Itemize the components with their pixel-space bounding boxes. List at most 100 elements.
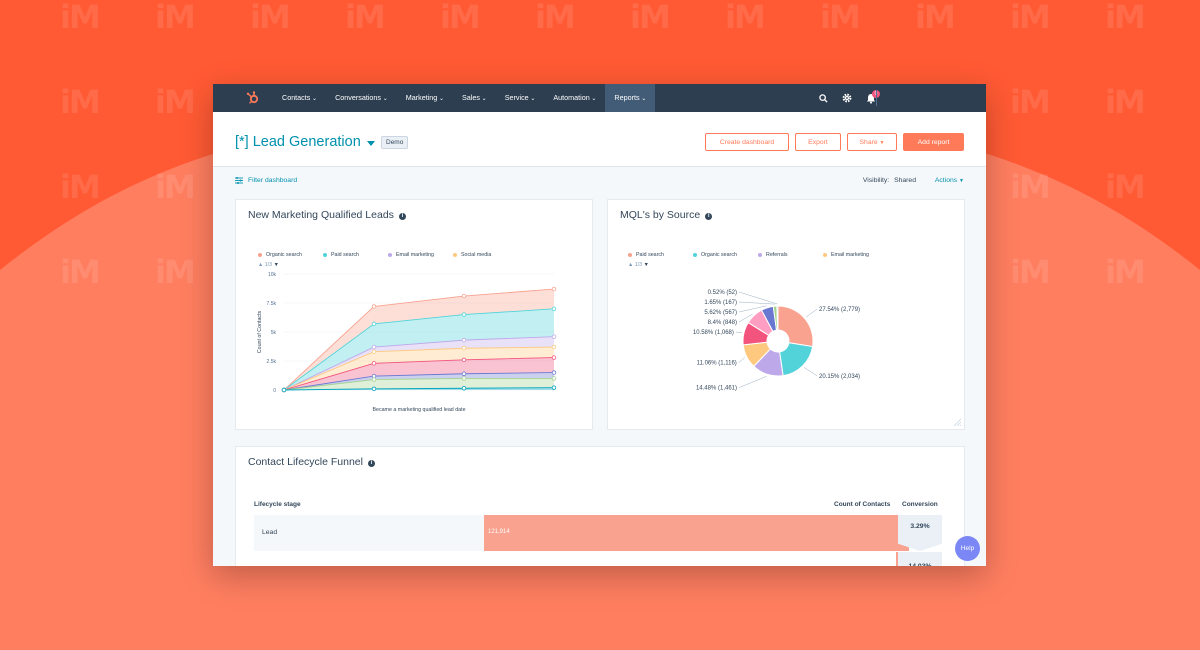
- share-button[interactable]: Share ▼: [847, 133, 897, 151]
- chevron-down-icon: ⌄: [479, 96, 487, 102]
- data-point: [281, 387, 287, 393]
- legend-item[interactable]: Organic search: [258, 252, 323, 258]
- data-point: [551, 355, 557, 360]
- funnel-row[interactable]: Lead 121,914: [254, 515, 909, 551]
- hubspot-logo-icon[interactable]: [246, 91, 260, 105]
- legend-item[interactable]: Email marketing: [388, 252, 453, 258]
- card-title: New Marketing Qualified Leads i: [248, 209, 406, 221]
- legend-label: Organic search: [701, 252, 737, 258]
- watermark-logo: iM: [1105, 0, 1146, 36]
- funnel-bar[interactable]: 121,914: [484, 515, 909, 551]
- watermark-logo: iM: [155, 83, 196, 121]
- legend-label: Referrals: [766, 252, 788, 258]
- watermark-logo: iM: [155, 168, 196, 206]
- dashboard-title[interactable]: [*] Lead Generation: [235, 134, 361, 150]
- help-button[interactable]: Help: [955, 536, 980, 561]
- legend-swatch: [628, 253, 632, 257]
- info-icon[interactable]: i: [367, 460, 375, 467]
- nav-item-service[interactable]: Service ⌄: [496, 84, 545, 112]
- area-band: [284, 347, 554, 390]
- nav-item-marketing[interactable]: Marketing ⌄: [397, 84, 453, 112]
- legend-item[interactable]: Referrals: [758, 252, 823, 258]
- leader-line: [738, 305, 767, 313]
- actions-label: Actions: [934, 177, 958, 184]
- watermark-logo: iM: [155, 0, 196, 36]
- pager-up-icon: ▲: [258, 262, 264, 268]
- data-point: [461, 346, 467, 351]
- info-icon[interactable]: i: [705, 213, 713, 220]
- count-label: 121,914: [488, 529, 510, 535]
- nav-item-contacts[interactable]: Contacts ⌄: [273, 84, 326, 112]
- legend-label: Organic search: [266, 252, 302, 258]
- y-tick-label: 2.5k: [267, 359, 277, 365]
- data-point: [461, 312, 467, 317]
- pie-slice[interactable]: [776, 305, 779, 331]
- legend-label: Social media: [461, 252, 492, 258]
- donut-chart: 27.54% (2,779) 20.15% (2,034) 0.52% (52) 1.…: [693, 290, 860, 392]
- share-button-label: Share: [859, 139, 878, 146]
- leader-line: [738, 357, 745, 363]
- legend-label: Email marketing: [396, 252, 434, 258]
- series-line: [283, 372, 555, 391]
- actions-dropdown[interactable]: Actions ▼: [935, 177, 964, 184]
- data-point: [461, 386, 467, 391]
- legend-item[interactable]: Paid search: [628, 252, 693, 258]
- watermark-logo: iM: [1010, 253, 1051, 291]
- legend-item[interactable]: Email marketing: [823, 252, 888, 258]
- area-band: [284, 357, 554, 390]
- slice-label: 14.48% (1,461): [696, 386, 737, 392]
- legend-pager[interactable]: ▲ 1/3 ▼: [628, 262, 649, 268]
- nav-item-automation[interactable]: Automation ⌄: [544, 84, 605, 112]
- watermark-logo: iM: [725, 0, 766, 36]
- funnel-row[interactable]: [254, 552, 909, 566]
- gear-icon[interactable]: [842, 93, 852, 103]
- nav-item-reports[interactable]: Reports ⌄: [605, 84, 656, 112]
- watermark-logo: iM: [1105, 168, 1146, 206]
- search-icon[interactable]: [819, 93, 828, 103]
- data-point: [371, 373, 377, 379]
- data-point: [371, 304, 377, 309]
- chevron-down-icon: ⌄: [310, 96, 318, 102]
- pie-slice[interactable]: [777, 305, 814, 348]
- nav-item-conversations[interactable]: Conversations ⌄: [326, 84, 397, 112]
- legend-item[interactable]: Social media: [453, 252, 518, 258]
- filter-dashboard-link[interactable]: Filter dashboard: [235, 177, 297, 184]
- legend-item[interactable]: Organic search: [693, 252, 758, 258]
- series-line: [283, 377, 554, 391]
- watermark-logo: iM: [1010, 83, 1051, 121]
- visibility-value: Shared: [894, 177, 916, 184]
- legend-pager[interactable]: ▲ 1/3 ▼: [258, 262, 279, 268]
- conversion-badge: 14.03%: [898, 552, 942, 566]
- nav-item-label: Sales: [462, 93, 480, 102]
- add-report-button[interactable]: Add report: [903, 133, 964, 151]
- nav-item-sales[interactable]: Sales ⌄: [453, 84, 496, 112]
- filter-icon: [235, 177, 243, 184]
- export-button[interactable]: Export: [795, 133, 841, 151]
- data-point: [461, 371, 467, 376]
- chevron-down-icon[interactable]: [367, 141, 375, 146]
- series-line: [283, 357, 555, 391]
- resize-handle-icon[interactable]: [953, 418, 961, 426]
- watermark-logo: iM: [630, 0, 671, 36]
- lifecycle-funnel-card: Contact Lifecycle Funnel i Lifecycle stag…: [235, 446, 965, 566]
- y-tick-label: 7.5k: [267, 301, 277, 307]
- pie-slice[interactable]: [779, 342, 814, 377]
- legend-item[interactable]: Paid search: [323, 252, 388, 258]
- watermark-logo: iM: [1010, 0, 1051, 36]
- legend-swatch: [388, 253, 392, 257]
- legend-label: Paid search: [331, 252, 359, 258]
- visibility-indicator: Visibility: Shared: [863, 177, 916, 184]
- demo-badge: Demo: [381, 136, 409, 149]
- chevron-down-icon: ⌄: [528, 96, 536, 102]
- watermark-logo: iM: [60, 83, 101, 121]
- watermark-logo: iM: [915, 0, 956, 36]
- nav-menu: Contacts ⌄ Conversations ⌄ Marketing ⌄ Sale…: [273, 84, 656, 112]
- create-dashboard-button[interactable]: Create dashboard: [705, 133, 789, 151]
- card-title: MQL's by Source i: [620, 209, 713, 221]
- legend-label: Email marketing: [831, 252, 869, 258]
- watermark-logo: iM: [60, 253, 101, 291]
- info-icon[interactable]: i: [398, 213, 406, 220]
- data-point: [551, 306, 557, 311]
- card-title-text: New Marketing Qualified Leads: [248, 209, 394, 221]
- nav-item-label: Contacts: [282, 93, 311, 102]
